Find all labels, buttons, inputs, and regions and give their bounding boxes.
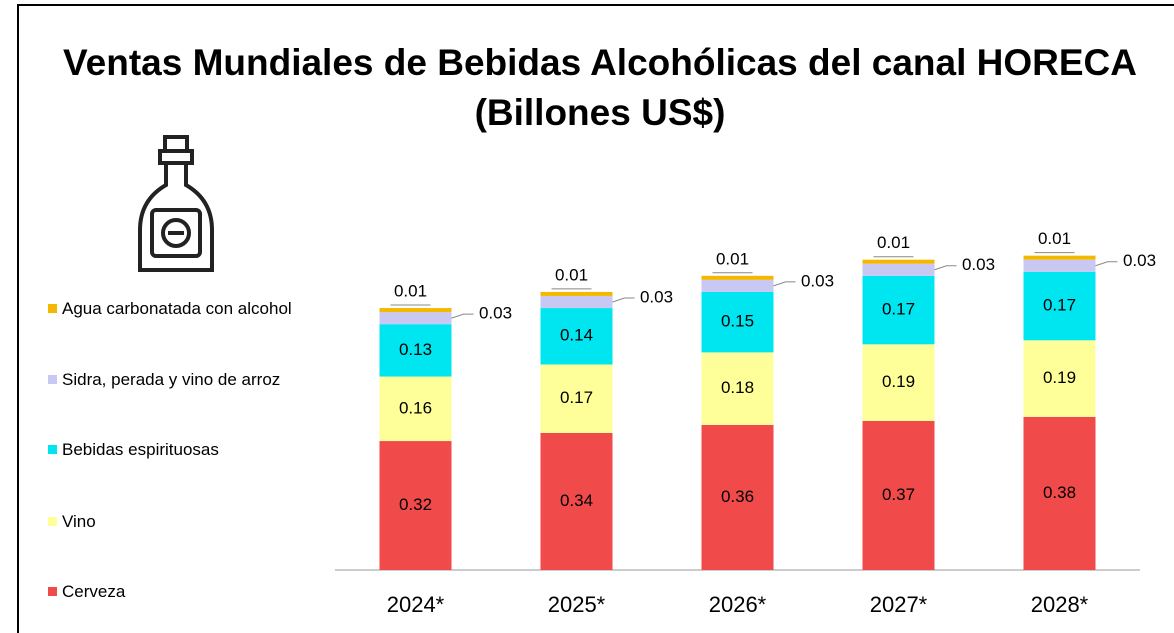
data-label: 0.03 [479, 304, 512, 323]
data-label: 0.34 [560, 491, 593, 510]
bar-segment [1023, 255, 1096, 260]
x-tick-label: 2027* [870, 592, 928, 617]
legend-label: Cerveza [62, 582, 126, 601]
leader-line [451, 313, 474, 319]
data-label: 0.37 [882, 485, 915, 504]
bar-segment [701, 275, 774, 280]
legend-swatch [48, 375, 57, 384]
data-label: 0.36 [721, 487, 754, 506]
bar-segment [540, 364, 613, 433]
legend-swatch [48, 445, 57, 454]
data-label: 0.17 [560, 388, 593, 407]
x-tick-label: 2025* [548, 592, 606, 617]
legend-item: Vino [48, 510, 308, 534]
bar-segment [701, 279, 774, 292]
data-label: 0.01 [716, 249, 749, 268]
data-label: 0.01 [877, 233, 910, 252]
bottle-icon [138, 135, 214, 272]
bar-segment [379, 324, 452, 377]
bar-segment [540, 432, 613, 570]
chart-title: Ventas Mundiales de Bebidas Alcohólicas … [63, 42, 1137, 133]
data-label: 0.32 [399, 495, 432, 514]
data-label: 0.17 [882, 300, 915, 319]
bar-segment [540, 291, 613, 296]
bar-segment [862, 263, 935, 276]
bar-segment [862, 275, 935, 345]
legend-swatch [48, 304, 57, 313]
x-tick-label: 2026* [709, 592, 767, 617]
legend-item: Agua carbonatada con alcohol [48, 297, 308, 321]
data-label: 0.01 [1038, 229, 1071, 248]
data-label: 0.17 [1043, 296, 1076, 315]
leader-line [934, 265, 957, 271]
legend-label: Sidra, perada y vino de arroz [62, 370, 281, 389]
bar-segment [379, 441, 452, 570]
bar-segment [701, 352, 774, 425]
legend-item: Bebidas espirituosas [48, 438, 308, 462]
data-label: 0.01 [394, 282, 427, 301]
legend-item: Sidra, perada y vino de arroz [48, 368, 308, 392]
bar-segment [862, 344, 935, 421]
leader-line [773, 281, 796, 287]
bar-segment [379, 376, 452, 442]
leader-line [1095, 261, 1118, 267]
legend-swatch [48, 587, 57, 596]
data-label: 0.19 [882, 372, 915, 391]
bar-segment [701, 424, 774, 570]
data-label: 0.38 [1043, 483, 1076, 502]
leader-line [612, 297, 635, 303]
bar-segment [862, 420, 935, 570]
bar-segment [1023, 259, 1096, 272]
bar-segment [379, 308, 452, 313]
bar-segment [701, 291, 774, 353]
x-tick-label: 2024* [387, 592, 445, 617]
bar-segment [379, 312, 452, 325]
legend-label: Agua carbonatada con alcohol [62, 299, 292, 318]
bar-segment [540, 295, 613, 309]
data-label: 0.15 [721, 312, 754, 331]
frame [17, 4, 1174, 633]
legend-label: Bebidas espirituosas [62, 440, 219, 459]
bar-segment [1023, 416, 1096, 570]
data-label: 0.19 [1043, 368, 1076, 387]
data-label: 0.03 [801, 271, 834, 290]
legend-swatch [48, 517, 57, 526]
legend-item: Cerveza [48, 580, 308, 604]
bar-segment [862, 259, 935, 264]
data-label: 0.01 [555, 265, 588, 284]
data-label: 0.16 [399, 398, 432, 417]
legend-label: Vino [62, 512, 96, 531]
data-label: 0.14 [560, 326, 593, 345]
bar-segment [1023, 271, 1096, 341]
bar-segment [540, 308, 613, 365]
data-label: 0.13 [399, 340, 432, 359]
bar-segment [1023, 340, 1096, 417]
data-label: 0.03 [1123, 251, 1156, 270]
data-label: 0.18 [721, 378, 754, 397]
x-tick-label: 2028* [1031, 592, 1089, 617]
data-label: 0.03 [640, 287, 673, 306]
data-label: 0.03 [962, 255, 995, 274]
